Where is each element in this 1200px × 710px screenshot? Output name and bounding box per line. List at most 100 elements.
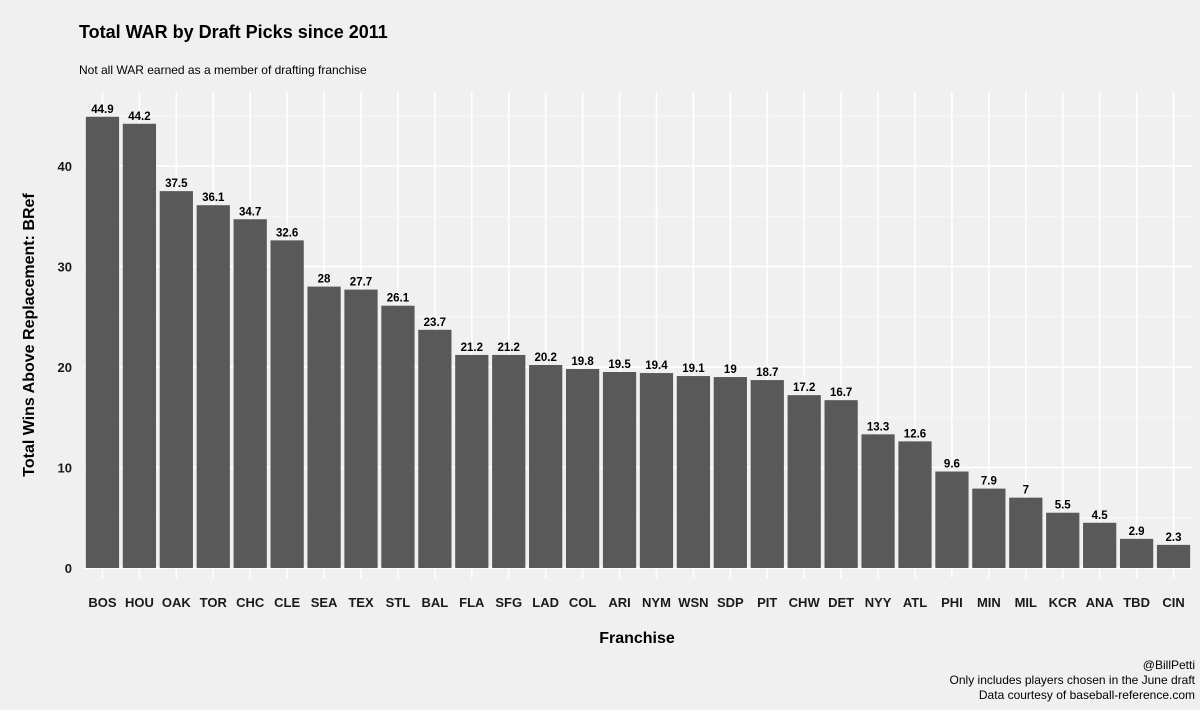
data-label-bal: 23.7 <box>424 317 446 329</box>
data-label-nyy: 13.3 <box>867 421 889 433</box>
x-tick-bal: BAL <box>422 595 449 610</box>
x-tick-bos: BOS <box>88 595 117 610</box>
data-label-nym: 19.4 <box>645 360 668 372</box>
data-label-phi: 9.6 <box>944 459 960 471</box>
bars <box>85 116 1191 568</box>
x-axis-ticks: BOS HOU OAK TOR CHC CLE SEA TEX STL BAL FLA SFG LAD C… <box>88 595 1184 610</box>
x-tick-sdp: SDP <box>717 595 744 610</box>
data-label-tor: 36.1 <box>202 192 225 204</box>
data-label-tex: 27.7 <box>350 277 372 289</box>
bar-sea <box>307 286 341 568</box>
x-tick-mil: MIL <box>1015 595 1037 610</box>
y-tick-40: 40 <box>58 159 72 174</box>
y-tick-10: 10 <box>58 461 72 476</box>
x-tick-tor: TOR <box>200 595 228 610</box>
bar-hou <box>122 123 157 568</box>
data-label-hou: 44.2 <box>128 111 150 123</box>
data-label-sfg: 21.2 <box>498 342 520 354</box>
x-tick-ana: ANA <box>1086 595 1115 610</box>
bar-phi <box>935 471 969 568</box>
bar-stl <box>381 305 415 568</box>
bar-nyy <box>861 434 895 568</box>
x-tick-sea: SEA <box>311 595 338 610</box>
y-tick-20: 20 <box>58 360 72 375</box>
data-label-cin: 2.3 <box>1166 532 1182 544</box>
x-tick-atl: ATL <box>903 595 927 610</box>
x-tick-wsn: WSN <box>678 595 708 610</box>
bar-lad <box>529 364 563 568</box>
x-tick-det: DET <box>828 595 854 610</box>
x-tick-nym: NYM <box>642 595 671 610</box>
y-axis-ticks: 0 10 20 30 40 <box>58 159 72 576</box>
data-label-mil: 7 <box>1023 485 1029 497</box>
bar-tor <box>196 205 230 568</box>
x-tick-min: MIN <box>977 595 1001 610</box>
bar-mil <box>1009 497 1043 568</box>
x-tick-col: COL <box>569 595 597 610</box>
data-label-kcr: 5.5 <box>1055 500 1072 512</box>
bar-ana <box>1083 522 1117 568</box>
bar-col <box>565 369 600 568</box>
bar-chw <box>787 395 821 568</box>
x-tick-hou: HOU <box>125 595 154 610</box>
x-tick-tex: TEX <box>348 595 374 610</box>
bar-cin <box>1156 544 1191 568</box>
x-tick-cin: CIN <box>1162 595 1184 610</box>
x-tick-fla: FLA <box>459 595 485 610</box>
caption-source: Data courtesy of baseball-reference.com <box>979 688 1195 702</box>
x-tick-lad: LAD <box>532 595 559 610</box>
data-label-chw: 17.2 <box>793 382 815 394</box>
bar-min <box>972 488 1006 568</box>
data-label-min: 7.9 <box>981 476 997 488</box>
data-label-chc: 34.7 <box>239 206 261 218</box>
bar-det <box>824 400 858 568</box>
bar-atl <box>898 441 932 568</box>
data-label-col: 19.8 <box>571 356 594 368</box>
x-tick-oak: OAK <box>162 595 192 610</box>
bar-nym <box>639 373 674 568</box>
caption-note: Only includes players chosen in the June… <box>950 673 1196 687</box>
data-label-sdp: 19 <box>724 364 737 376</box>
x-tick-pit: PIT <box>757 595 777 610</box>
x-tick-phi: PHI <box>941 595 963 610</box>
data-label-wsn: 19.1 <box>682 363 705 375</box>
bar-sdp <box>713 377 747 568</box>
chart-subtitle: Not all WAR earned as a member of drafti… <box>79 63 367 77</box>
x-tick-sfg: SFG <box>495 595 522 610</box>
x-tick-chw: CHW <box>789 595 821 610</box>
x-tick-kcr: KCR <box>1049 595 1078 610</box>
chart-title: Total WAR by Draft Picks since 2011 <box>79 22 388 42</box>
data-label-lad: 20.2 <box>534 352 556 364</box>
data-label-atl: 12.6 <box>904 428 926 440</box>
data-labels: 44.9 44.2 37.5 36.1 34.7 32.6 28 27.7 26.1 23.7 21… <box>91 104 1181 544</box>
x-tick-chc: CHC <box>236 595 265 610</box>
data-label-tbd: 2.9 <box>1129 526 1145 538</box>
data-label-sea: 28 <box>318 274 331 286</box>
caption-author: @BillPetti <box>1143 658 1195 672</box>
bar-bos <box>85 116 120 568</box>
bar-pit <box>750 380 784 568</box>
data-label-fla: 21.2 <box>461 342 483 354</box>
bar-ari <box>602 372 637 568</box>
bar-kcr <box>1046 512 1080 568</box>
data-label-pit: 18.7 <box>756 367 778 379</box>
data-label-ana: 4.5 <box>1092 510 1109 522</box>
data-label-det: 16.7 <box>830 387 852 399</box>
x-tick-tbd: TBD <box>1123 595 1150 610</box>
bar-sfg <box>492 354 526 568</box>
y-axis-label: Total Wins Above Replacement: BRef <box>21 193 38 477</box>
data-label-cle: 32.6 <box>276 227 298 239</box>
data-label-ari: 19.5 <box>608 359 631 371</box>
data-label-bos: 44.9 <box>91 104 113 116</box>
x-tick-nyy: NYY <box>865 595 892 610</box>
bar-tbd <box>1119 538 1154 568</box>
bar-cle <box>270 240 304 568</box>
x-tick-cle: CLE <box>274 595 300 610</box>
y-tick-0: 0 <box>65 561 72 576</box>
bar-fla <box>455 354 489 568</box>
x-tick-stl: STL <box>386 595 411 610</box>
data-label-oak: 37.5 <box>165 178 188 190</box>
bar-oak <box>159 191 193 568</box>
data-label-stl: 26.1 <box>387 293 410 305</box>
